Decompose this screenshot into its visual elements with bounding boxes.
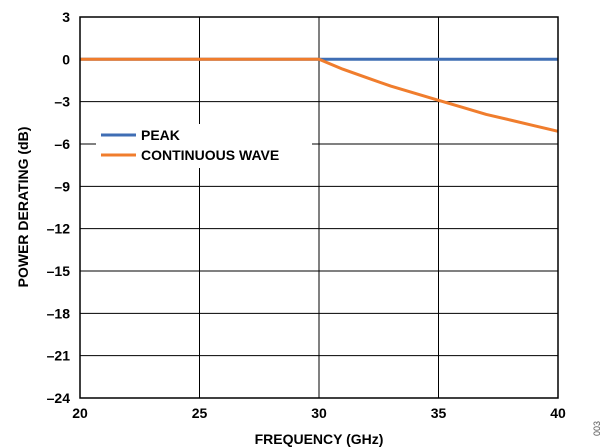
x-axis-title: FREQUENCY (GHz) xyxy=(255,431,384,447)
y-tick-label: –24 xyxy=(47,390,71,406)
legend-background xyxy=(96,124,312,168)
legend-label: CONTINUOUS WAVE xyxy=(141,147,279,163)
y-tick-label: –6 xyxy=(54,136,70,152)
y-tick-label: –3 xyxy=(54,94,70,110)
y-tick-label: –15 xyxy=(47,263,71,279)
x-tick-label: 25 xyxy=(192,405,208,421)
y-tick-label: –21 xyxy=(47,348,71,364)
plot-frame xyxy=(79,16,559,399)
y-tick-labels: 3 0 –3 –6 –9 –12 –15 –18 –21 –24 xyxy=(47,9,71,406)
x-tick-label: 35 xyxy=(431,405,447,421)
y-tick-label: 0 xyxy=(62,51,70,67)
x-tick-label: 40 xyxy=(550,405,566,421)
y-axis-title: POWER DERATING (dB) xyxy=(15,127,31,288)
series-line-continuous-wave xyxy=(80,57,559,133)
y-tick-label: –9 xyxy=(54,178,70,194)
legend-label: PEAK xyxy=(141,127,180,143)
figure-number: 003 xyxy=(592,421,602,436)
legend: PEAK CONTINUOUS WAVE xyxy=(96,124,312,168)
series-group xyxy=(80,57,559,133)
x-tick-label: 30 xyxy=(311,405,327,421)
y-tick-label: –18 xyxy=(47,305,71,321)
x-tick-labels: 20 25 30 35 40 xyxy=(72,405,566,421)
y-tick-label: –12 xyxy=(47,221,71,237)
x-tick-label: 20 xyxy=(72,405,88,421)
grid xyxy=(79,16,559,399)
y-tick-label: 3 xyxy=(62,9,70,25)
